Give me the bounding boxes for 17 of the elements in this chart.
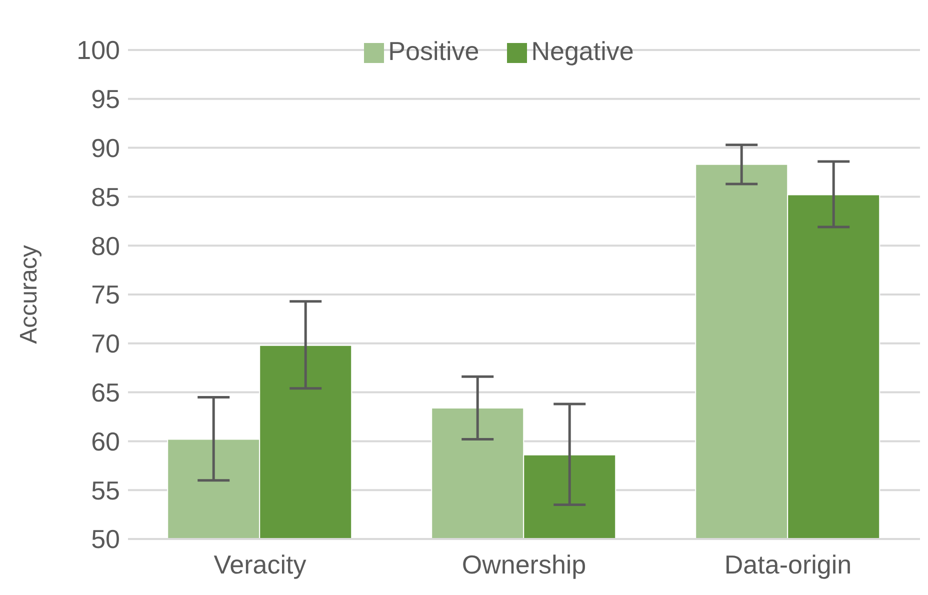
y-tick-label: 50 [91,524,120,554]
legend-label: Positive [388,36,480,66]
legend-label: Negative [531,36,634,66]
y-tick-label: 85 [91,182,120,212]
y-tick-label: 60 [91,426,120,456]
x-tick-label: Data-origin [724,549,852,580]
y-tick-label: 55 [91,475,120,506]
y-tick-label: 75 [91,280,120,310]
y-tick-label: 65 [91,378,120,408]
y-tick-label: 100 [76,35,120,66]
y-tick-label: 80 [91,230,120,261]
x-tick-label: Ownership [462,549,586,580]
y-tick-label: 70 [91,328,120,359]
y-tick-label: 95 [91,84,120,114]
y-tick-label: 90 [91,133,120,164]
y-axis-title: Accuracy [16,245,43,344]
x-tick-label: Veracity [214,549,306,580]
